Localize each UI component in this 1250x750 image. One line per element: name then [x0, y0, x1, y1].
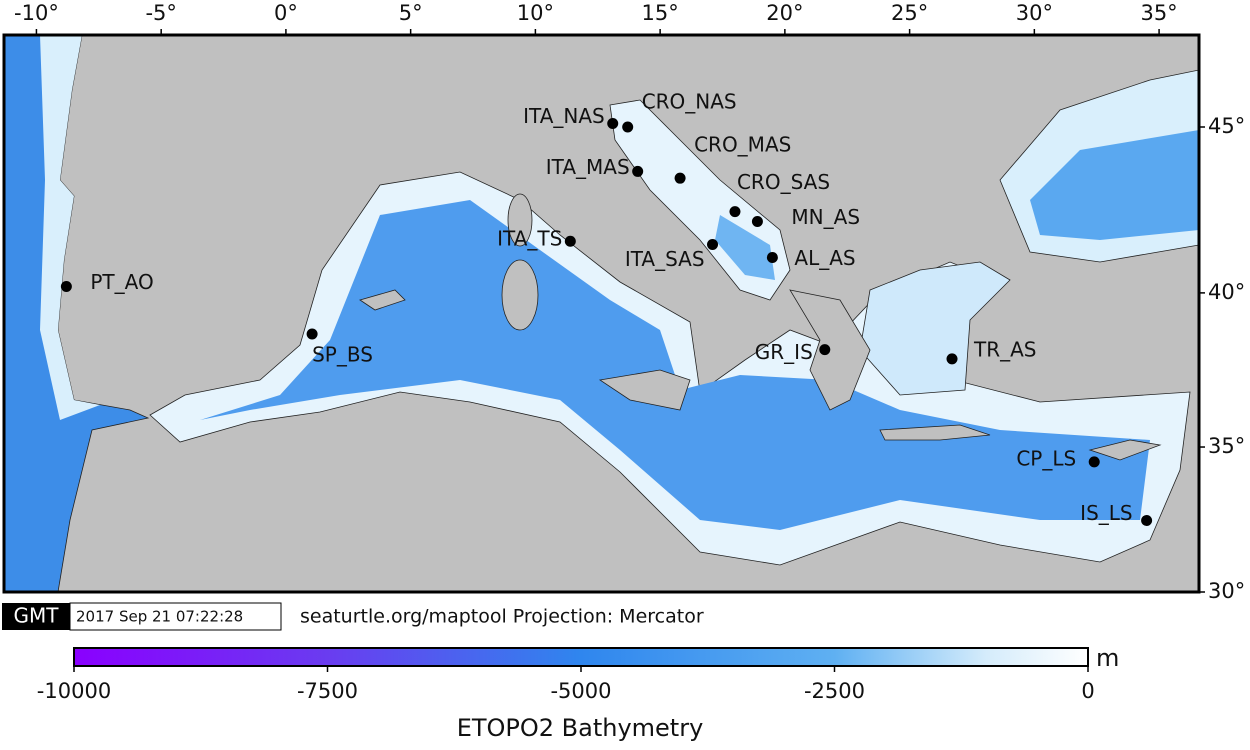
colorbar-tick-label: -5000 [550, 679, 611, 703]
site-label: AL_AS [794, 246, 855, 270]
x-tick-label: 25° [891, 1, 928, 25]
x-tick-label: 0° [274, 1, 298, 25]
y-tick-label: 40° [1208, 280, 1245, 304]
colorbar-tick-label: -7500 [297, 679, 358, 703]
site-marker [707, 238, 719, 250]
site-marker [622, 121, 634, 133]
cyprus [1088, 439, 1162, 461]
x-tick-label: 15° [642, 1, 679, 25]
x-tick-label: 20° [766, 1, 803, 25]
map-body [4, 35, 1199, 592]
timestamp-box [69, 602, 282, 631]
site-label: GR_IS [755, 340, 813, 364]
sicily [598, 369, 691, 411]
site-marker [632, 165, 644, 177]
site-marker [1088, 456, 1100, 468]
colorbar [73, 647, 1089, 667]
x-tick-label: 10° [517, 1, 554, 25]
site-label: CRO_MAS [694, 133, 791, 157]
credit: seaturtle.org/maptool Projection: Mercat… [300, 606, 704, 628]
crete [879, 424, 991, 441]
x-tick-label: 5° [399, 1, 423, 25]
gmt-badge-text: GMT [14, 604, 60, 628]
site-label: ITA_MAS [546, 155, 630, 179]
aegean [859, 261, 1011, 396]
site-marker [564, 235, 576, 247]
site-marker [60, 280, 72, 292]
atlantic-shelf [40, 35, 100, 420]
site-label: CP_LS [1016, 446, 1076, 470]
map-frame [2, 33, 1201, 594]
x-tick-label: -5° [145, 1, 176, 25]
site-marker [306, 328, 318, 340]
site-marker [674, 172, 686, 184]
balearic [359, 289, 406, 311]
timestamp: 2017 Sep 21 07:22:28 [76, 608, 243, 626]
x-tick-label: 30° [1016, 1, 1053, 25]
colorbar-label: ETOPO2 Bathymetry [457, 714, 704, 742]
colorbar-tick-label: 0 [1081, 679, 1094, 703]
colorbar-unit: m [1096, 644, 1119, 672]
site-marker [766, 252, 778, 264]
site-label: CRO_NAS [642, 90, 737, 114]
site-label: ITA_TS [497, 227, 562, 251]
x-tick-label: -10° [14, 1, 59, 25]
adriatic-deep [715, 215, 775, 280]
x-tick-label: 35° [1140, 1, 1177, 25]
site-label: CRO_SAS [737, 170, 830, 194]
site-label: IS_LS [1080, 501, 1132, 525]
site-marker [729, 206, 741, 218]
site-marker [819, 344, 831, 356]
site-label: ITA_NAS [523, 104, 605, 128]
colorbar-tick-label: -2500 [804, 679, 865, 703]
site-label: ITA_SAS [625, 247, 705, 271]
corsica [507, 193, 533, 247]
site-label: SP_BS [312, 342, 373, 366]
sardinia [501, 259, 539, 331]
site-marker [946, 353, 958, 365]
y-tick-label: 30° [1208, 579, 1245, 603]
mediterranean-deep [200, 200, 1150, 530]
site-label: MN_AS [791, 205, 860, 229]
site-label: TR_AS [973, 337, 1037, 361]
y-tick-label: 35° [1208, 434, 1245, 458]
site-label: PT_AO [90, 270, 153, 294]
black-sea-deep [1030, 130, 1199, 240]
site-marker [1141, 515, 1153, 527]
site-marker [751, 216, 763, 228]
colorbar-tick-label: -10000 [37, 679, 111, 703]
sites: PT_AO SP_BS ITA_TS ITA_NAS CRO_NAS ITA_MAS CRO… [60, 90, 1153, 527]
y-tick-label: 45° [1208, 114, 1245, 138]
gmt-badge [2, 603, 70, 630]
site-marker [607, 118, 619, 130]
